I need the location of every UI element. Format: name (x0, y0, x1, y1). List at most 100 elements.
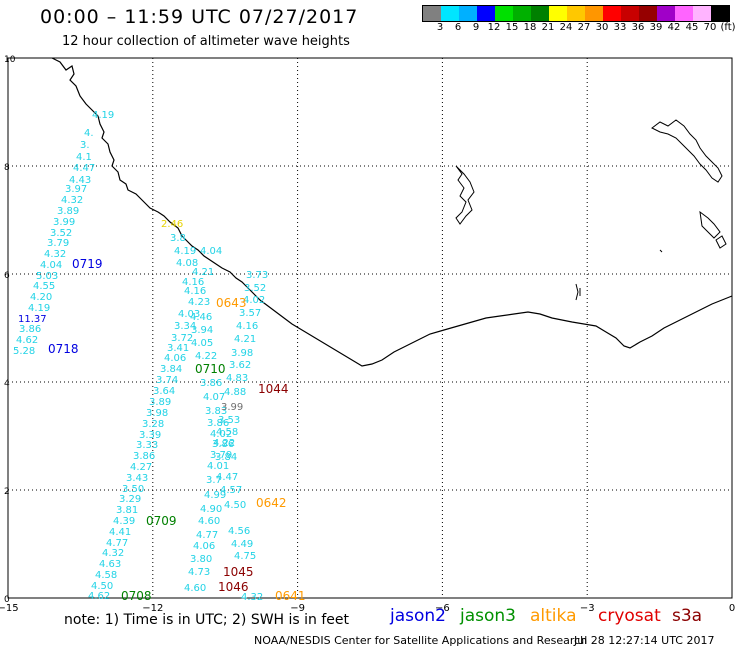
wave-height-value: 3.84 (160, 364, 182, 375)
wave-height-value: 4.77 (106, 538, 128, 549)
wave-height-value: 4.06 (164, 353, 186, 364)
wave-height-value: 4.22 (195, 351, 217, 362)
wave-height-value: 3.29 (119, 494, 141, 505)
x-tick-label: 0 (729, 603, 735, 614)
wave-height-value: 4.03 (178, 309, 200, 320)
wave-height-value: 3.83 (205, 406, 227, 417)
wave-height-value: 3.99 (53, 217, 75, 228)
wave-height-value: 3.52 (50, 228, 72, 239)
wave-height-value: 4.19 (174, 246, 196, 257)
pass-time-label: 0708 (121, 589, 152, 603)
legend-label: 18 (523, 22, 537, 33)
wave-height-value: 3.64 (153, 386, 175, 397)
wave-height-value: 4.99 (204, 490, 226, 501)
legend-label: 42 (667, 22, 681, 33)
wave-height-value: 4. (84, 128, 94, 139)
pass-time-label: 0718 (48, 342, 79, 356)
legend-label: 21 (541, 22, 555, 33)
wave-height-value: 4.56 (228, 526, 250, 537)
wave-height-value: 4.47 (216, 472, 238, 483)
legend-label: 45 (685, 22, 699, 33)
wave-height-value: 3.74 (156, 375, 178, 386)
wave-height-value: 2.46 (161, 219, 183, 230)
legend-swatch (603, 6, 621, 21)
wave-height-value: 4.49 (231, 539, 253, 550)
wave-height-value: 4.32 (102, 548, 124, 559)
legend-label: 24 (559, 22, 573, 33)
wave-height-value: 4.46 (190, 312, 212, 323)
wave-height-value: 3.62 (229, 360, 251, 371)
pass-time-label: 0642 (256, 496, 287, 510)
wave-height-value: 4.06 (193, 541, 215, 552)
wave-height-value: 11.37 (18, 314, 47, 325)
wave-height-value: 3.53 (218, 415, 240, 426)
wave-height-value: 4.32 (61, 195, 83, 206)
wave-height-value: 4.83 (226, 373, 248, 384)
satellite-name-cryosat: cryosat (598, 606, 661, 626)
legend-swatch (459, 6, 477, 21)
wave-height-value: 3.97 (65, 184, 87, 195)
wave-height-value: 3.57 (239, 308, 261, 319)
wave-height-value: 3.94 (191, 325, 213, 336)
wave-height-value: 3.86 (200, 378, 222, 389)
pass-time-label: 0710 (195, 362, 226, 376)
legend-label: 15 (505, 22, 519, 33)
wave-height-value: 4.60 (198, 516, 220, 527)
legend-label: 27 (577, 22, 591, 33)
wave-height-value: 4.32 (44, 249, 66, 260)
footer-note: note: 1) Time is in UTC; 2) SWH is in fe… (64, 612, 350, 628)
wave-height-value: 3.86 (133, 451, 155, 462)
legend-swatch (531, 6, 549, 21)
wave-height-value: 4.07 (203, 392, 225, 403)
wave-height-value: 4.57 (220, 485, 242, 496)
legend-swatch (639, 6, 657, 21)
wave-height-value: 3.79 (47, 238, 69, 249)
wave-height-value: 4.55 (33, 281, 55, 292)
wave-height-value: 4.08 (176, 258, 198, 269)
wave-height-value: 3.80 (190, 554, 212, 565)
legend-label: 33 (613, 22, 627, 33)
wave-height-value: 4.21 (234, 334, 256, 345)
legend-swatch (711, 6, 729, 21)
grid-lines (8, 58, 732, 598)
wave-height-value: 4.60 (184, 583, 206, 594)
pass-time-label: 0641 (275, 589, 306, 603)
legend-label: 39 (649, 22, 663, 33)
wave-height-value: 3.41 (167, 343, 189, 354)
wave-height-value: 4.02 (210, 429, 232, 440)
pass-time-label: 0643 (216, 296, 247, 310)
legend-swatch (657, 6, 675, 21)
legend-swatch (513, 6, 531, 21)
wave-height-value: 4.02 (243, 295, 265, 306)
y-tick-label: 6 (4, 271, 10, 281)
wave-height-value: 4.04 (200, 246, 222, 257)
wave-height-value: 4.16 (236, 321, 258, 332)
y-tick-label: 8 (4, 163, 10, 173)
wave-height-value: 4.39 (113, 516, 135, 527)
legend-swatch (477, 6, 495, 21)
lake-kainji (651, 119, 723, 183)
legend-swatch (549, 6, 567, 21)
legend-swatch (567, 6, 585, 21)
legend-label: 12 (487, 22, 501, 33)
legend-swatch (675, 6, 693, 21)
color-scale-labels: 3 6 9 12 15 18 21 24 27 30 33 36 39 42 45 70 (ft) (422, 22, 736, 36)
wave-height-value: 4.43 (69, 175, 91, 186)
wave-height-value: 3.50 (122, 484, 144, 495)
wave-height-value: 4.75 (234, 551, 256, 562)
wave-height-labels: 4.194.3.4.14.474.433.974.323.893.993.523… (13, 110, 306, 603)
wave-height-value: 4.47 (73, 163, 95, 174)
satellite-name-jason3: jason3 (460, 606, 516, 626)
legend-label: 36 (631, 22, 645, 33)
wave-height-value: 4.01 (207, 461, 229, 472)
y-tick-label: 0 (4, 595, 10, 605)
generation-timestamp: Jul 28 12:27:14 UTC 2017 (574, 634, 715, 647)
wave-height-value: 4.16 (184, 286, 206, 297)
wave-height-value: 3.52 (244, 283, 266, 294)
pass-time-label: 1044 (258, 382, 289, 396)
wave-height-value: 4.41 (109, 527, 131, 538)
wave-height-value: 4.62 (88, 591, 110, 602)
legend-swatch (441, 6, 459, 21)
pass-time-label: 0709 (146, 514, 177, 528)
